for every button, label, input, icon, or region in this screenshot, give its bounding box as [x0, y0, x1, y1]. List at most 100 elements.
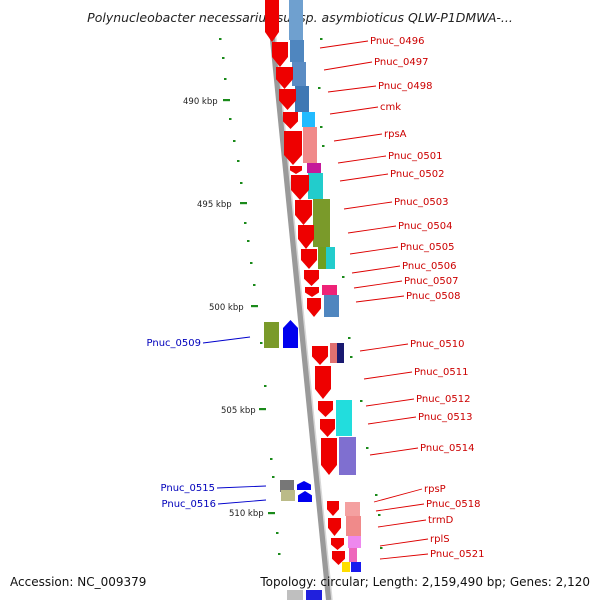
gene-label[interactable]: Pnuc_0506: [402, 261, 456, 272]
reverse-gene-arrow: [304, 270, 319, 286]
kbp-label: 505 kbp: [221, 406, 256, 416]
gene-bar: [326, 247, 335, 269]
major-tick: [223, 99, 230, 102]
gene-bar: [303, 127, 317, 163]
tick-mark: [270, 458, 273, 460]
gene-label[interactable]: Pnuc_0514: [420, 443, 474, 454]
tick-mark: [322, 145, 325, 147]
reverse-gene-arrow: [290, 166, 302, 174]
label-connector: [323, 61, 373, 71]
kbp-label: 490 kbp: [183, 97, 218, 107]
gene-label[interactable]: Pnuc_0511: [414, 367, 468, 378]
major-tick: [240, 202, 247, 205]
kbp-label: 500 kbp: [209, 303, 244, 313]
gene-label[interactable]: Pnuc_0510: [410, 339, 464, 350]
gene-bar: [339, 437, 356, 475]
gene-bar: [292, 62, 306, 86]
gene-bar: [330, 343, 337, 363]
label-connector: [202, 336, 251, 344]
forward-gene-arrow: [283, 320, 298, 348]
gene-label[interactable]: Pnuc_0521: [430, 549, 484, 560]
gene-label[interactable]: Pnuc_0516: [162, 499, 216, 510]
reverse-gene-arrow: [320, 419, 335, 437]
gene-label[interactable]: Pnuc_0508: [406, 291, 460, 302]
reverse-gene-arrow: [315, 366, 331, 399]
gene-label[interactable]: Pnuc_0513: [418, 412, 472, 423]
gene-bar: [346, 516, 361, 536]
tick-mark: [260, 342, 263, 344]
gene-label[interactable]: Pnuc_0496: [370, 36, 424, 47]
label-connector: [347, 225, 397, 234]
gene-label[interactable]: Pnuc_0501: [388, 151, 442, 162]
gene-label[interactable]: Pnuc_0507: [404, 276, 458, 287]
gene-label[interactable]: Pnuc_0503: [394, 197, 448, 208]
gene-label[interactable]: Pnuc_0509: [147, 338, 201, 349]
gene-label[interactable]: Pnuc_0512: [416, 394, 470, 405]
label-connector: [379, 553, 429, 560]
label-connector: [351, 265, 401, 274]
gene-bar: [287, 590, 303, 600]
tick-mark: [219, 38, 222, 40]
gene-bar: [308, 173, 323, 199]
tick-mark: [253, 284, 256, 286]
kbp-label: 510 kbp: [229, 509, 264, 519]
gene-bar: [324, 295, 339, 317]
reverse-gene-arrow: [328, 518, 341, 536]
gene-label[interactable]: Pnuc_0518: [426, 499, 480, 510]
reverse-gene-arrow: [312, 346, 328, 365]
label-connector: [359, 343, 409, 352]
gene-arrows: [265, 0, 345, 565]
gene-bar: [280, 480, 294, 492]
gene-bar: [295, 86, 309, 112]
reverse-gene-arrow: [332, 551, 345, 565]
tick-mark: [272, 476, 275, 478]
gene-label[interactable]: Pnuc_0502: [390, 169, 444, 180]
tick-mark: [318, 87, 321, 89]
gene-label[interactable]: rpsA: [384, 129, 407, 140]
tick-mark: [380, 547, 383, 549]
reverse-gene-arrow: [283, 112, 298, 129]
gene-bar: [337, 343, 344, 363]
reverse-gene-arrow: [284, 131, 302, 165]
tick-mark: [350, 356, 353, 358]
gene-label[interactable]: Pnuc_0505: [400, 242, 454, 253]
gene-bar: [281, 490, 295, 501]
reverse-gene-arrow: [331, 538, 344, 550]
gc-ticks: [219, 38, 383, 555]
gene-bar: [306, 590, 322, 600]
gene-label[interactable]: cmk: [380, 102, 401, 113]
label-connector: [319, 40, 369, 49]
label-connector: [367, 416, 417, 425]
gene-bar: [302, 112, 315, 127]
gene-label[interactable]: trmD: [428, 515, 454, 526]
gene-label[interactable]: Pnuc_0515: [161, 483, 215, 494]
tick-mark: [342, 276, 345, 278]
gene-label[interactable]: Pnuc_0497: [374, 57, 428, 68]
gene-label[interactable]: Pnuc_0504: [398, 221, 452, 232]
gene-bar: [290, 40, 304, 62]
gene-bars: [264, 0, 361, 600]
tick-mark: [278, 553, 281, 555]
tick-mark: [375, 494, 378, 496]
tick-mark: [320, 126, 323, 128]
forward-gene-arrow: [297, 481, 311, 490]
reverse-gene-arrow: [291, 175, 309, 200]
label-connector: [363, 371, 413, 380]
gene-label[interactable]: Pnuc_0498: [378, 81, 432, 92]
label-connector: [355, 295, 405, 303]
kbp-label: 495 kbp: [197, 200, 232, 210]
gene-label[interactable]: rpsP: [424, 484, 446, 495]
tick-mark: [264, 385, 267, 387]
label-connector: [327, 85, 377, 93]
label-connector: [217, 499, 267, 505]
reverse-gene-arrow: [318, 401, 333, 417]
tick-mark: [233, 140, 236, 142]
gene-bar: [318, 247, 327, 269]
label-connector: [365, 398, 415, 407]
gene-label[interactable]: rplS: [430, 534, 450, 545]
gene-bar: [264, 322, 279, 348]
tick-mark: [276, 532, 279, 534]
tick-mark: [224, 78, 227, 80]
left-gene-labels: Pnuc_0509 Pnuc_0515 Pnuc_0516: [147, 336, 267, 510]
